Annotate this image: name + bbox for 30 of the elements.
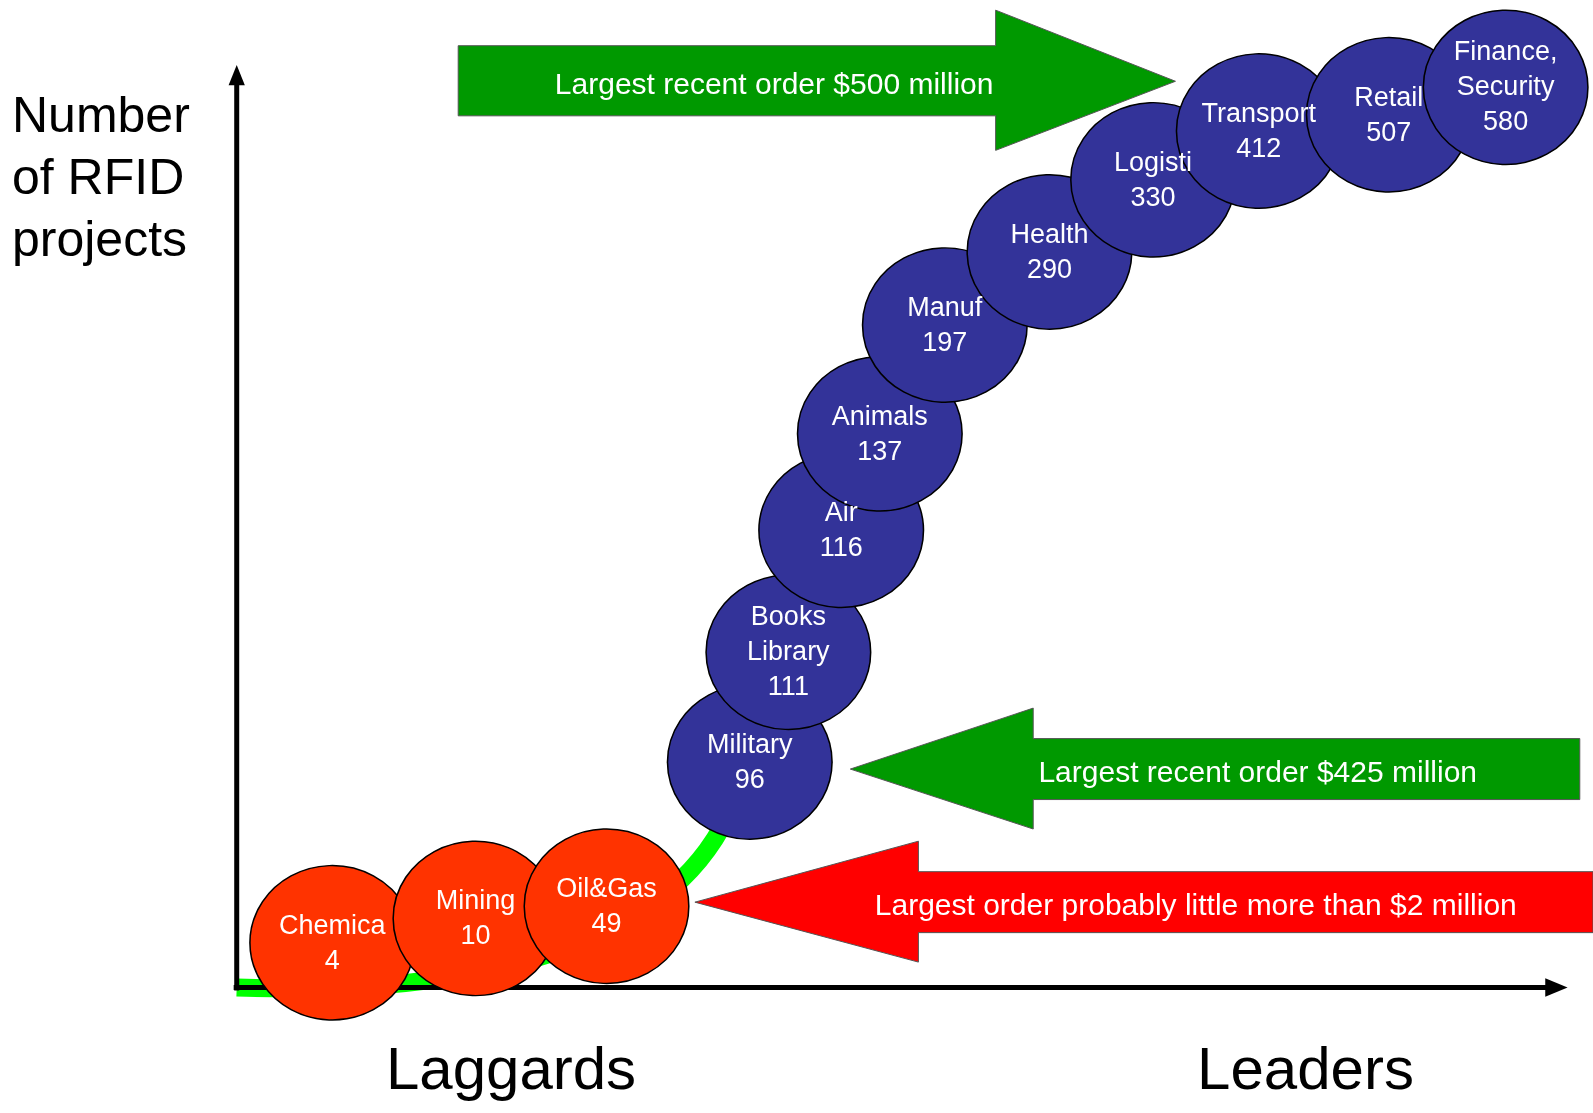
category-label: Military: [707, 728, 794, 759]
category-label: Books Library: [747, 601, 831, 667]
data-label: 96: [734, 763, 765, 794]
text: Largest recent order $425 million: [1038, 754, 1478, 788]
data-label: 4: [324, 944, 340, 975]
data-label: 580: [1483, 106, 1529, 137]
category-label: Retail: [1354, 81, 1424, 112]
data-label: 290: [1026, 253, 1072, 284]
data-label: 412: [1236, 133, 1282, 164]
text: Largest recent order $500 million: [554, 66, 994, 100]
category-label: Chemica: [278, 909, 387, 940]
data-label: 197: [922, 327, 968, 358]
data-label: 116: [819, 532, 863, 563]
category-label: Manuf: [907, 292, 983, 323]
data-label: 137: [857, 435, 903, 466]
text: Number of RFID projects: [12, 86, 191, 269]
data-label: 330: [1130, 181, 1176, 212]
text: Laggards: [385, 1035, 637, 1103]
data-label: 507: [1366, 116, 1412, 147]
text: Leaders: [1197, 1035, 1414, 1103]
data-label: 10: [460, 920, 491, 951]
category-label: Finance, Security: [1453, 36, 1558, 102]
data-label: 111: [767, 671, 809, 702]
text: Largest order probably little more than $2 million: [874, 887, 1517, 921]
category-label: Mining: [435, 885, 516, 916]
data-label: 49: [591, 908, 622, 939]
category-label: Animals: [831, 400, 928, 431]
category-label: Health: [1010, 218, 1089, 249]
category-label: Air: [824, 497, 858, 528]
category-label: Oil&Gas: [556, 873, 657, 904]
